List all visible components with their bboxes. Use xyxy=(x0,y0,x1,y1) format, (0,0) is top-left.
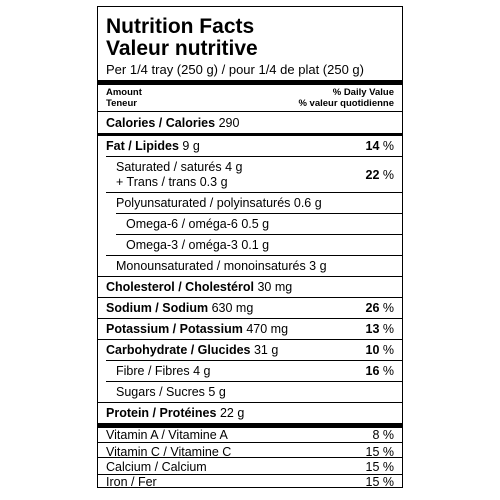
rule xyxy=(116,213,402,214)
carbohydrate-dv: 10 % xyxy=(365,343,395,357)
rule xyxy=(98,111,402,112)
nutrition-facts-panel: Nutrition Facts Valeur nutritive Per 1/4… xyxy=(97,6,403,489)
iron-dv: 15 % xyxy=(365,475,395,489)
medium-rule xyxy=(98,133,402,136)
calcium-row: Calcium / Calcium xyxy=(106,460,207,474)
rule xyxy=(98,402,402,403)
title-english: Nutrition Facts xyxy=(106,15,255,38)
sodium-dv: 26 % xyxy=(365,301,395,315)
vitamin-c-dv: 15 % xyxy=(365,445,395,459)
rule xyxy=(98,442,402,443)
serving-size: Per 1/4 tray (250 g) / pour 1/4 de plat … xyxy=(106,62,364,77)
sodium-row: Sodium / Sodium 630 mg xyxy=(106,301,254,315)
rule xyxy=(106,156,402,157)
omega3-row: Omega-3 / oméga-3 0.1 g xyxy=(126,238,270,252)
rule xyxy=(98,457,402,458)
rule xyxy=(98,339,402,340)
dv-heading-fr: % valeur quotidienne xyxy=(298,98,394,109)
fibre-row: Fibre / Fibres 4 g xyxy=(116,364,211,378)
saturated-dv: 22 % xyxy=(365,168,395,182)
sugars-row: Sugars / Sucres 5 g xyxy=(116,385,226,399)
fat-dv: 14 % xyxy=(365,139,395,153)
amount-heading-fr: Teneur xyxy=(106,98,137,109)
fat-row: Fat / Lipides 9 g xyxy=(106,139,200,153)
iron-row: Iron / Fer xyxy=(106,475,157,489)
rule xyxy=(106,255,402,256)
trans-row: + Trans / trans 0.3 g xyxy=(116,175,228,189)
cholesterol-row: Cholesterol / Cholestérol 30 mg xyxy=(106,280,293,294)
rule xyxy=(98,297,402,298)
amount-heading-en: Amount xyxy=(106,87,142,98)
rule xyxy=(98,276,402,277)
saturated-row: Saturated / saturés 4 g xyxy=(116,160,243,174)
rule xyxy=(116,234,402,235)
rule xyxy=(106,381,402,382)
vitamin-a-row: Vitamin A / Vitamine A xyxy=(106,428,228,442)
vitamin-c-row: Vitamin C / Vitamine C xyxy=(106,445,232,459)
polyunsaturated-row: Polyunsaturated / polyinsaturés 0.6 g xyxy=(116,196,322,210)
fibre-dv: 16 % xyxy=(365,364,395,378)
monounsaturated-row: Monounsaturated / monoinsaturés 3 g xyxy=(116,259,327,273)
title-french: Valeur nutritive xyxy=(106,37,258,60)
calcium-dv: 15 % xyxy=(365,460,395,474)
dv-heading-en: % Daily Value xyxy=(332,87,394,98)
vitamin-a-dv: 8 % xyxy=(372,428,394,442)
calories-row: Calories / Calories 290 xyxy=(106,116,240,130)
rule xyxy=(98,474,402,475)
potassium-dv: 13 % xyxy=(365,322,395,336)
thick-rule xyxy=(98,80,402,85)
rule xyxy=(98,318,402,319)
thick-rule xyxy=(98,423,402,428)
omega6-row: Omega-6 / oméga-6 0.5 g xyxy=(126,217,270,231)
potassium-row: Potassium / Potassium 470 mg xyxy=(106,322,289,336)
rule xyxy=(106,360,402,361)
rule xyxy=(106,192,402,193)
protein-row: Protein / Protéines 22 g xyxy=(106,406,245,420)
carbohydrate-row: Carbohydrate / Glucides 31 g xyxy=(106,343,279,357)
